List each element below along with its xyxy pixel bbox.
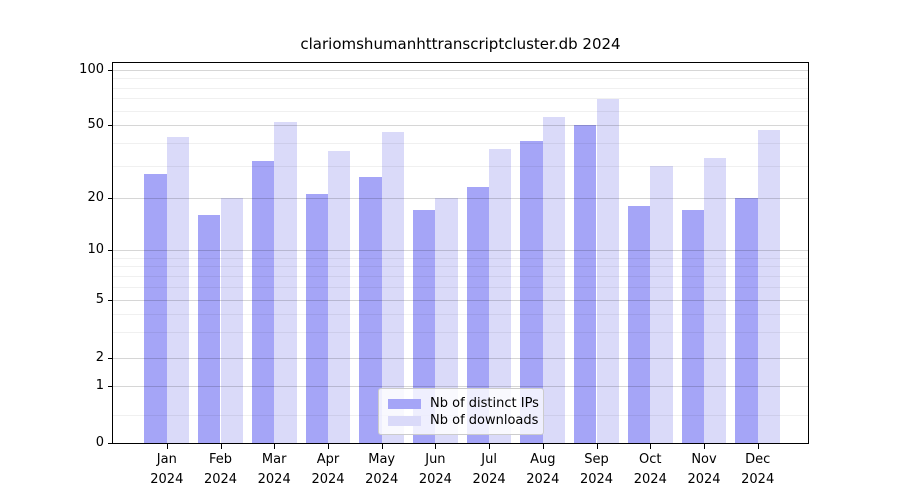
top-spine: [112, 62, 809, 63]
x-tick-nov: [704, 444, 705, 449]
y-tick-label-100: 100: [79, 62, 104, 77]
x-tick-label-sep: Sep 2024: [579, 452, 614, 487]
y-tick-100: [108, 70, 112, 71]
x-tick-jul: [489, 444, 491, 449]
y-tick-50: [108, 125, 112, 126]
bar-jul-nb-of-downloads: [489, 149, 512, 443]
x-tick-label-jan: Jan 2024: [150, 452, 184, 487]
bar-apr-nb-of-distinct-ips: [305, 194, 328, 443]
y-tick-10: [108, 250, 112, 251]
x-tick-label-apr: Apr 2024: [311, 452, 345, 487]
y-tick-label-2: 2: [95, 350, 104, 365]
y-tick-label-20: 20: [87, 190, 104, 205]
legend-entry-downloads: Nb of downloads: [388, 412, 538, 429]
gridline-major-100: [113, 70, 808, 71]
y-tick-5: [108, 300, 112, 301]
gridline-minor-3: [113, 332, 808, 334]
x-tick-label-mar: Mar 2024: [257, 452, 291, 487]
legend-swatch-distinct-ips: [388, 398, 421, 409]
bar-apr-nb-of-downloads: [328, 151, 351, 443]
legend-swatch-downloads: [388, 415, 421, 426]
chart-title: clariomshumanhttranscriptcluster.db 2024: [300, 35, 621, 53]
x-tick-feb: [220, 444, 222, 449]
bar-feb-nb-of-distinct-ips: [198, 214, 221, 443]
bar-mar-nb-of-distinct-ips: [251, 160, 275, 443]
x-tick-sep: [596, 444, 598, 449]
bar-oct-nb-of-distinct-ips: [627, 205, 651, 443]
x-tick-label-nov: Nov 2024: [687, 452, 721, 487]
x-tick-jun: [435, 444, 437, 449]
gridline-minor-6: [113, 286, 808, 288]
y-tick-label-5: 5: [95, 292, 104, 307]
x-tick-label-dec: Dec 2024: [741, 452, 775, 487]
bar-may-nb-of-downloads: [381, 131, 405, 443]
gridline-major-10: [113, 250, 808, 251]
gridline-minor-90: [113, 78, 808, 80]
y-tick-0: [108, 443, 112, 444]
gridline-minor-7: [113, 275, 808, 277]
bar-jun-nb-of-downloads: [435, 198, 458, 443]
gridline-minor-4: [113, 314, 808, 316]
x-tick-label-aug: Aug 2024: [526, 452, 560, 487]
x-tick-label-may: May 2024: [365, 452, 399, 487]
gridline-minor-30: [113, 165, 808, 167]
bar-dec-nb-of-downloads: [757, 129, 781, 443]
bar-oct-nb-of-downloads: [650, 165, 673, 443]
gridline-major-5: [113, 300, 808, 301]
x-tick-mar: [274, 444, 276, 449]
y-tick-label-1: 1: [95, 378, 104, 393]
bottom-spine: [112, 443, 809, 444]
bar-mar-nb-of-downloads: [274, 121, 297, 443]
y-tick-20: [108, 198, 112, 199]
bar-sep-nb-of-distinct-ips: [574, 125, 597, 443]
bar-dec-nb-of-distinct-ips: [735, 198, 758, 443]
y-tick-label-10: 10: [87, 242, 104, 257]
gridline-major-20: [113, 198, 808, 199]
bar-jul-nb-of-distinct-ips: [466, 186, 490, 443]
legend: Nb of distinct IPs Nb of downloads: [378, 388, 544, 435]
y-tick-2: [108, 358, 112, 359]
x-tick-aug: [542, 444, 544, 449]
x-tick-label-oct: Oct 2024: [633, 452, 667, 487]
x-tick-jan: [166, 444, 168, 449]
y-tick-1: [108, 386, 112, 387]
bar-feb-nb-of-downloads: [220, 198, 243, 443]
x-tick-apr: [328, 444, 329, 449]
x-tick-label-jul: Jul 2024: [472, 452, 506, 487]
gridline-major-2: [113, 358, 808, 359]
legend-label-downloads: Nb of downloads: [430, 413, 539, 428]
x-tick-label-jun: Jun 2024: [418, 452, 452, 487]
gridline-minor-40: [113, 142, 808, 144]
gridline-minor-8: [113, 266, 808, 268]
x-tick-oct: [650, 444, 652, 449]
gridline-major-50: [113, 125, 808, 126]
bar-aug-nb-of-distinct-ips: [520, 140, 543, 443]
x-tick-dec: [757, 444, 759, 449]
gridline-minor-60: [113, 110, 808, 112]
gridline-major-1: [113, 386, 808, 387]
gridline-minor-80: [113, 87, 808, 89]
left-spine: [112, 62, 113, 444]
y-tick-label-50: 50: [87, 117, 104, 132]
legend-entry-distinct-ips: Nb of distinct IPs: [388, 395, 539, 412]
bar-nov-nb-of-downloads: [704, 158, 727, 443]
x-tick-may: [381, 444, 383, 449]
bar-jan-nb-of-downloads: [166, 137, 190, 443]
x-tick-label-feb: Feb 2024: [203, 452, 238, 487]
gridline-minor-9: [113, 257, 808, 259]
bar-nov-nb-of-distinct-ips: [681, 210, 704, 443]
bar-sep-nb-of-downloads: [596, 99, 619, 443]
y-tick-label-0: 0: [95, 435, 104, 450]
bar-aug-nb-of-downloads: [542, 117, 566, 443]
right-spine: [808, 62, 809, 444]
bar-jan-nb-of-distinct-ips: [144, 174, 167, 443]
bar-jun-nb-of-distinct-ips: [413, 210, 436, 443]
legend-label-distinct-ips: Nb of distinct IPs: [430, 396, 539, 411]
bar-may-nb-of-distinct-ips: [359, 177, 382, 443]
gridline-minor-70: [113, 98, 808, 100]
